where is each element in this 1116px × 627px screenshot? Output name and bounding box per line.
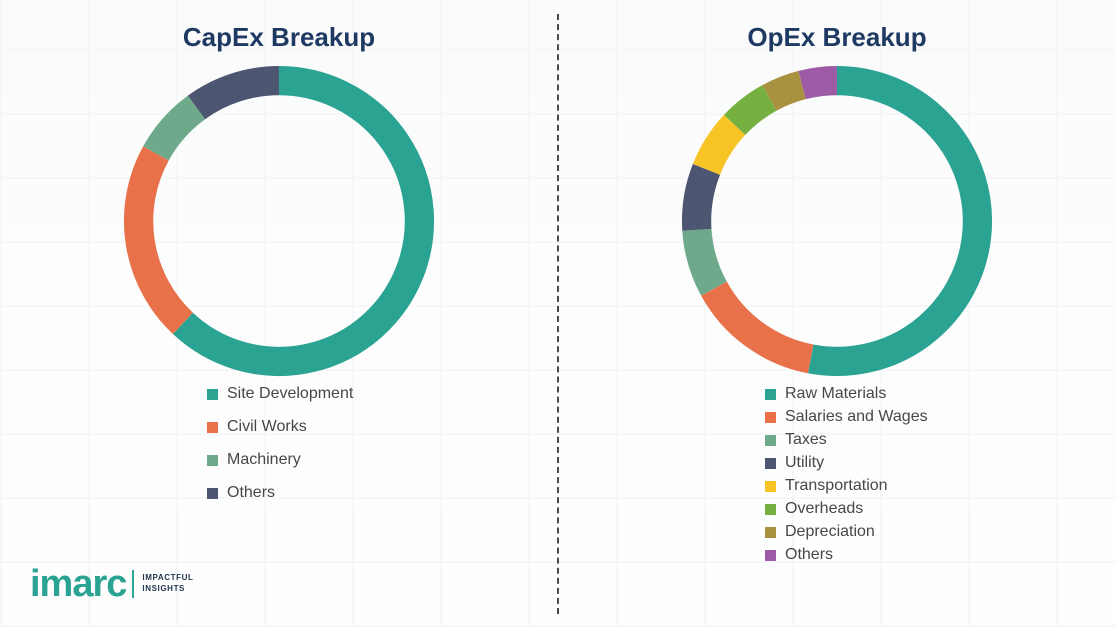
donut-segment-raw-materials xyxy=(807,65,993,376)
legend-label: Overheads xyxy=(785,500,864,517)
legend-swatch-transportation xyxy=(765,480,776,492)
legend-label: Others xyxy=(227,484,276,501)
opex-section: OpEx Breakup Raw Materials Salaries and W… xyxy=(558,0,1116,627)
opex-donut-chart xyxy=(681,65,993,376)
opex-chart-title: OpEx Breakup xyxy=(747,22,927,52)
legend-swatch-civil-works xyxy=(207,421,218,433)
legend-item-depreciation: Depreciation xyxy=(765,523,1116,541)
donut-segment-others xyxy=(187,65,280,120)
legend-label: Raw Materials xyxy=(785,385,887,402)
legend-label: Machinery xyxy=(227,451,301,468)
legend-swatch-utility xyxy=(765,457,776,469)
donut-segment-depreciation xyxy=(762,70,807,111)
legend-swatch-others xyxy=(765,549,776,561)
capex-chart-title: CapEx Breakup xyxy=(182,22,376,52)
donut-segment-transportation xyxy=(692,114,746,176)
legend-item-machinery: Machinery xyxy=(207,451,558,469)
legend-swatch-raw-materials xyxy=(765,388,776,400)
legend-swatch-others xyxy=(207,487,218,499)
legend-item-raw-materials: Raw Materials xyxy=(765,385,1116,403)
donut-segment-overheads xyxy=(723,85,777,136)
imarc-tagline-line2: INSIGHTS xyxy=(142,584,185,593)
donut-segment-machinery xyxy=(143,95,206,161)
legend-item-civil-works: Civil Works xyxy=(207,418,558,436)
legend-label: Depreciation xyxy=(785,523,875,540)
donut-segment-taxes xyxy=(682,228,727,296)
legend-item-others: Others xyxy=(765,546,1116,564)
donut-segment-others xyxy=(798,65,838,100)
imarc-logo-wordmark: imarc xyxy=(30,563,127,605)
legend-item-salaries-and-wages: Salaries and Wages xyxy=(765,408,1116,426)
donut-segment-utility xyxy=(681,163,721,231)
legend-label: Salaries and Wages xyxy=(785,408,928,425)
capex-legend: Site Development Civil Works Machinery Othe… xyxy=(207,385,558,502)
legend-item-others: Others xyxy=(207,484,558,502)
legend-swatch-site-development xyxy=(207,388,218,400)
vertical-dashed-divider xyxy=(557,14,559,614)
imarc-logo: imarc IMPACTFUL INSIGHTS xyxy=(30,565,193,603)
legend-label: Site Development xyxy=(227,385,354,402)
legend-label: Taxes xyxy=(785,431,827,448)
legend-label: Utility xyxy=(785,454,825,471)
donut-segment-salaries-and-wages xyxy=(701,281,814,374)
imarc-tagline-line1: IMPACTFUL xyxy=(142,573,194,583)
legend-swatch-depreciation xyxy=(765,526,776,538)
imarc-logo-tagline: IMPACTFUL INSIGHTS xyxy=(142,573,193,595)
legend-swatch-machinery xyxy=(207,454,218,466)
imarc-logo-divider xyxy=(132,570,135,598)
legend-item-utility: Utility xyxy=(765,454,1116,472)
legend-item-transportation: Transportation xyxy=(765,477,1116,495)
legend-label: Others xyxy=(785,546,834,563)
legend-swatch-overheads xyxy=(765,503,776,515)
legend-label: Civil Works xyxy=(227,418,307,435)
donut-segment-civil-works xyxy=(123,146,194,335)
legend-item-site-development: Site Development xyxy=(207,385,558,403)
opex-legend: Raw Materials Salaries and Wages Taxes Util… xyxy=(765,385,1116,564)
donut-segment-site-development xyxy=(172,65,434,377)
legend-item-overheads: Overheads xyxy=(765,500,1116,518)
legend-swatch-taxes xyxy=(765,434,776,446)
capex-section: CapEx Breakup Site Development Civil Work… xyxy=(123,22,558,502)
legend-swatch-salaries-and-wages xyxy=(765,411,776,423)
legend-item-taxes: Taxes xyxy=(765,431,1116,449)
legend-label: Transportation xyxy=(785,477,888,494)
capex-donut-chart xyxy=(123,65,434,377)
